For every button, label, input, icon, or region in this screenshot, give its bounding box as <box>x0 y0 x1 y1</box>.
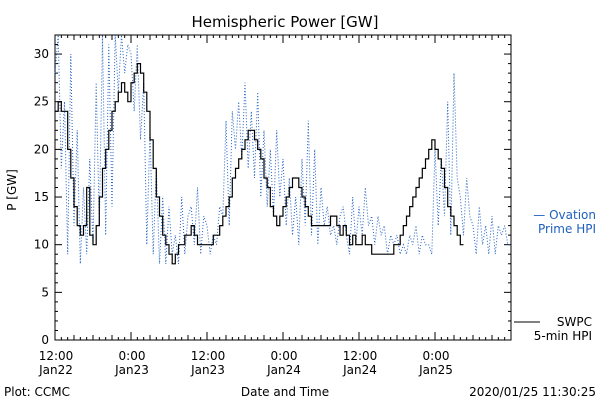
x-tick-time-label: 12:00 <box>39 349 74 363</box>
plot-credit: Plot: CCMC <box>4 385 70 399</box>
x-tick-date-label: Jan24 <box>266 363 301 377</box>
x-tick-time-label: 12:00 <box>343 349 378 363</box>
x-tick-date-label: Jan23 <box>190 363 225 377</box>
legend-swpc-line1: SWPC <box>557 315 592 329</box>
series-swpc-5min-hpi <box>55 63 464 265</box>
x-tick-time-label: 0:00 <box>119 349 146 363</box>
series-layer <box>54 34 511 265</box>
y-axis-ticks: 0 5 10 15 20 25 30 <box>34 34 511 347</box>
y-tick-label: 20 <box>34 142 49 156</box>
y-tick-label: 0 <box>41 333 49 347</box>
x-tick-date-label: Jan23 <box>114 363 149 377</box>
y-tick-label: 25 <box>34 95 49 109</box>
x-axis-label: Date and Time <box>241 385 329 399</box>
plot-timestamp: 2020/01/25 11:30:25 <box>469 385 596 399</box>
legend-ovation-line1: — Ovation <box>533 208 596 222</box>
x-tick-time-label: 0:00 <box>423 349 450 363</box>
y-tick-label: 30 <box>34 47 49 61</box>
y-tick-label: 5 <box>41 285 49 299</box>
chart-title: Hemispheric Power [GW] <box>192 13 379 31</box>
x-tick-date-label: Jan22 <box>38 363 73 377</box>
plot-frame <box>54 34 512 341</box>
x-tick-time-label: 0:00 <box>271 349 298 363</box>
y-tick-label: 15 <box>34 190 49 204</box>
x-tick-date-label: Jan24 <box>342 363 377 377</box>
x-axis-ticks: 12:00Jan220:00Jan2312:00Jan230:00Jan2412… <box>38 35 512 377</box>
x-tick-date-label: Jan25 <box>418 363 453 377</box>
y-tick-label: 10 <box>34 238 49 252</box>
legend-swpc-line2: 5-min HPI <box>534 329 592 343</box>
series-ovation-prime-hpi <box>54 34 511 264</box>
y-axis-label: P [GW] <box>5 169 19 211</box>
x-tick-time-label: 12:00 <box>191 349 226 363</box>
legend-ovation-line2: Prime HPI <box>538 222 596 236</box>
